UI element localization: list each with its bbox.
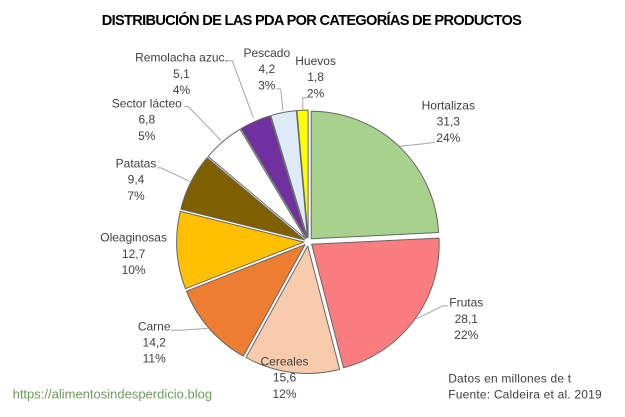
svg-text:Cereales: Cereales [260,354,308,368]
svg-text:Pescado: Pescado [243,46,290,60]
svg-text:2%: 2% [307,86,325,100]
svg-text:5%: 5% [138,129,156,143]
svg-text:3%: 3% [258,78,276,92]
svg-text:4,2: 4,2 [258,62,275,76]
svg-text:Frutas: Frutas [449,296,483,310]
svg-text:22%: 22% [454,328,478,342]
svg-text:Patatas: Patatas [116,157,157,171]
svg-text:Fuente: Caldeira et al. 2019: Fuente: Caldeira et al. 2019 [448,387,602,401]
svg-text:Remolacha azuc.: Remolacha azuc. [135,51,228,65]
svg-text:12,7: 12,7 [122,247,146,261]
svg-text:Huevos: Huevos [295,54,336,68]
svg-text:1,8: 1,8 [307,70,324,84]
svg-text:https://alimentosindesperdicio: https://alimentosindesperdicio.blog [13,387,212,402]
svg-text:Hortalizas: Hortalizas [422,99,475,113]
svg-text:Carne: Carne [138,319,171,333]
svg-text:DISTRIBUCIÓN DE LAS PDA POR CA: DISTRIBUCIÓN DE LAS PDA POR CATEGORÍAS D… [102,11,522,29]
svg-text:11%: 11% [143,352,166,366]
svg-text:Oleaginosas: Oleaginosas [100,231,167,245]
svg-text:4%: 4% [173,83,191,97]
svg-text:10%: 10% [122,263,146,277]
svg-text:12%: 12% [272,387,296,401]
svg-text:Datos en millones de t: Datos en millones de t [448,372,572,386]
svg-text:24%: 24% [436,131,460,145]
svg-text:6,8: 6,8 [138,113,155,127]
svg-text:31,3: 31,3 [437,115,461,129]
svg-text:Sector lácteo: Sector lácteo [112,96,182,110]
svg-text:5,1: 5,1 [173,67,190,81]
svg-text:15,6: 15,6 [273,371,297,385]
svg-text:7%: 7% [127,189,145,203]
svg-text:14,2: 14,2 [143,336,167,350]
svg-text:9,4: 9,4 [128,173,145,187]
svg-text:28,1: 28,1 [455,312,479,326]
